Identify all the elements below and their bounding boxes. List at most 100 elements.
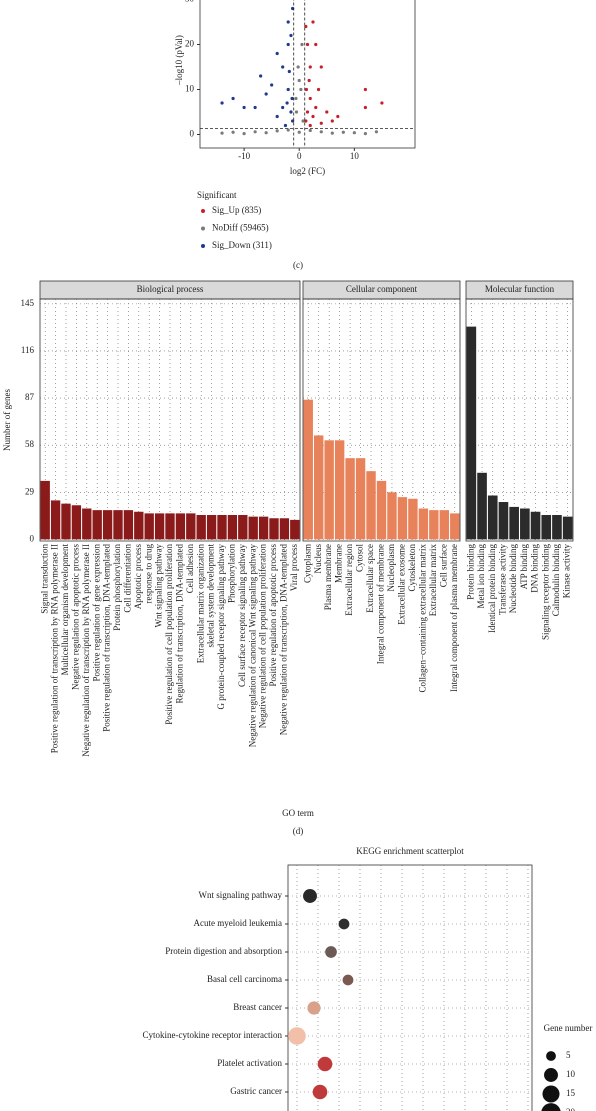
point <box>336 114 340 119</box>
x-tick-label: Regulation of transcription, DNA-templat… <box>174 544 184 704</box>
point <box>220 101 224 105</box>
point <box>319 65 323 69</box>
bar <box>303 399 313 540</box>
bar <box>387 492 397 540</box>
point <box>314 42 318 47</box>
bubble <box>312 1084 328 1100</box>
point <box>287 69 291 74</box>
bar <box>562 516 573 540</box>
bar <box>258 516 269 540</box>
legend-marker <box>544 1068 558 1082</box>
x-tick-label: DNA binding <box>530 544 540 593</box>
x-tick-label: response to drug <box>143 544 153 604</box>
x-tick-label: Cell adhesion <box>185 544 195 594</box>
y-tick-label: Acute myeloid leukemia <box>194 918 282 928</box>
bar <box>102 510 113 540</box>
x-tick-label: Positive regulation of transcription by … <box>50 544 60 753</box>
point <box>253 105 257 110</box>
bar <box>552 515 562 540</box>
x-tick-label: Apoptotic process <box>133 544 143 610</box>
x-tick-label: Kinase activity <box>562 544 572 599</box>
point <box>316 87 321 92</box>
bar <box>366 471 376 540</box>
bar <box>429 510 439 540</box>
point <box>374 130 379 134</box>
point <box>275 51 279 56</box>
x-tick-label: 10 <box>350 151 360 161</box>
bar <box>196 515 206 540</box>
x-tick-label: Cell surface receptor signaling pathway <box>237 544 247 687</box>
y-tick-label: 30 <box>185 0 195 4</box>
x-tick-label: Nucleoplasm <box>386 544 396 592</box>
bar <box>279 518 290 540</box>
point <box>283 123 288 128</box>
x-tick-label: Positive regulation of gene expression <box>91 544 101 682</box>
point <box>275 114 279 119</box>
facet-title: Cellular component <box>346 284 418 294</box>
facet-title: Biological process <box>137 284 204 294</box>
y-axis-title: Number of genes <box>2 389 12 451</box>
x-tick-label: Extracellular space <box>365 544 375 613</box>
x-tick-label: Cytoplasm <box>302 544 312 583</box>
legend-marker <box>201 244 205 248</box>
bar <box>186 513 196 540</box>
point <box>259 74 263 78</box>
bar <box>165 513 175 540</box>
point <box>314 105 318 110</box>
bar <box>408 498 418 540</box>
bar <box>269 518 279 540</box>
bar <box>113 510 123 540</box>
x-tick-label: Extracellular exosome <box>396 544 406 625</box>
point <box>380 101 384 105</box>
y-tick-label: Basal cell carcinoma <box>207 974 282 984</box>
point <box>286 20 290 24</box>
point <box>308 96 312 101</box>
x-tick-label: Cell surface <box>438 544 448 587</box>
x-tick-label: 0 <box>297 151 302 161</box>
bar <box>450 513 460 540</box>
x-tick-label: Integral component of plasma membrane <box>449 544 459 692</box>
point <box>297 78 301 83</box>
x-axis-title: GO term <box>282 808 314 818</box>
point <box>319 121 323 125</box>
panel-label: (d) <box>293 826 304 836</box>
point <box>308 123 312 128</box>
point <box>299 87 303 92</box>
legend-label: Sig_Down (311) <box>212 240 272 250</box>
y-axis-title: –log10 (pVal) <box>174 35 184 86</box>
x-tick-label: Cytoskeleton <box>407 544 417 592</box>
legend-label: NoDiff (59465) <box>212 223 269 233</box>
legend-marker <box>546 1051 556 1061</box>
point <box>330 119 334 123</box>
y-tick-label: 145 <box>21 298 35 308</box>
x-tick-label: Collagen−containing extracellular matrix <box>417 544 427 693</box>
bar <box>345 458 355 540</box>
bar <box>61 503 71 540</box>
x-tick-label: Cytosol <box>355 544 365 573</box>
x-tick-label: Phosphorylation <box>226 544 236 604</box>
bar <box>71 505 82 540</box>
point <box>242 105 246 110</box>
point <box>264 92 268 96</box>
x-tick-label: Transferase activity <box>498 544 508 615</box>
bar <box>40 480 50 540</box>
bar <box>248 516 258 540</box>
y-tick-label: 116 <box>21 345 35 355</box>
point <box>270 83 274 87</box>
bar <box>206 515 217 540</box>
point <box>352 131 356 135</box>
x-tick-label: Signaling receptor binding <box>540 544 550 640</box>
legend-label: 10 <box>566 1069 576 1079</box>
point <box>305 42 310 47</box>
x-tick-label: ATP binding <box>519 544 529 590</box>
bar <box>487 495 498 540</box>
legend-label: 15 <box>566 1088 576 1098</box>
bar <box>541 515 552 540</box>
point <box>311 114 315 119</box>
x-tick-label: Plasma membrane <box>323 544 333 610</box>
y-tick-label: 0 <box>30 533 35 543</box>
x-tick-label: Extracellular matrix <box>428 544 438 617</box>
bar <box>313 435 324 540</box>
x-tick-label: Nucleotide binding <box>508 544 518 614</box>
